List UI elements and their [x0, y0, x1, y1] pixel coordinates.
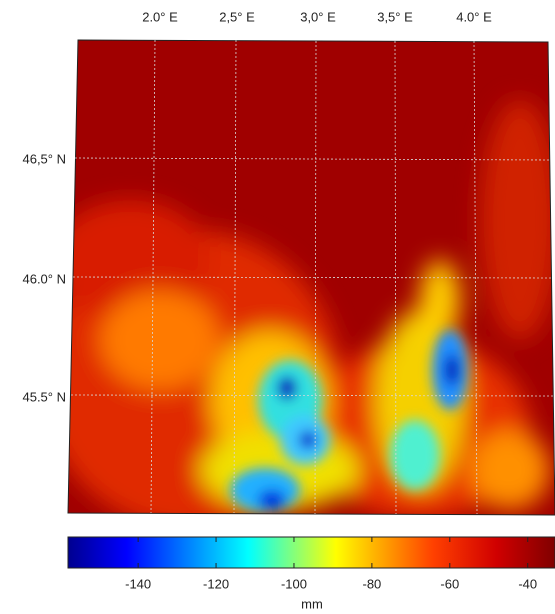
colorbar-tick-label: -100 [281, 576, 307, 591]
colorbar-label: mm [301, 596, 323, 611]
graticule [70, 39, 554, 515]
lat-label: 45.5° N [22, 389, 66, 404]
lon-label: 2.0° E [142, 9, 178, 24]
lat-label: 46,5° N [22, 151, 66, 166]
colorbar [67, 536, 555, 569]
map-frame [67, 39, 555, 516]
colorbar-tick-label: -120 [203, 576, 229, 591]
map-raster [68, 40, 555, 515]
colorbar-tick-label: -80 [362, 576, 381, 591]
colorbar-tick-label: -140 [125, 576, 151, 591]
lat-label: 46.0° N [22, 271, 66, 286]
lon-label: 3,0° E [300, 9, 336, 24]
colorbar-tick-label: -40 [518, 576, 537, 591]
colorbar-tick-label: -60 [440, 576, 459, 591]
lon-label: 2,5° E [219, 9, 255, 24]
lon-label: 3,5° E [377, 9, 413, 24]
lon-label: 4.0° E [456, 9, 492, 24]
